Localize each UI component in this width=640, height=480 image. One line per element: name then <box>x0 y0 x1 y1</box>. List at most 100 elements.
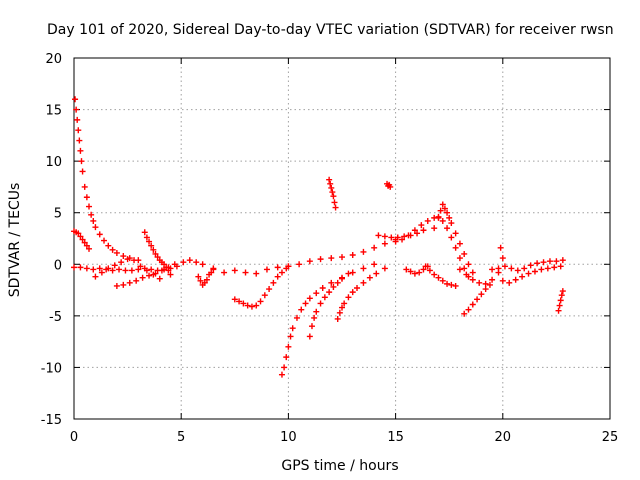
data-point <box>339 275 345 282</box>
data-point <box>465 306 472 313</box>
data-point <box>150 246 157 253</box>
data-point <box>474 296 481 303</box>
data-point <box>90 266 97 273</box>
data-point <box>285 263 292 270</box>
series-lower-17 <box>422 263 459 289</box>
data-point <box>469 276 476 283</box>
data-point <box>446 214 453 221</box>
data-point <box>461 265 468 272</box>
data-point <box>444 280 451 287</box>
data-point <box>388 234 395 241</box>
data-point <box>86 203 93 210</box>
data-point <box>77 147 84 154</box>
data-point <box>313 290 320 297</box>
data-point <box>92 273 99 280</box>
data-point <box>98 269 105 276</box>
data-point <box>109 246 116 253</box>
data-point <box>411 270 418 277</box>
data-point <box>439 201 446 208</box>
data-point <box>231 296 238 303</box>
data-point <box>437 207 444 214</box>
data-point <box>317 256 324 263</box>
data-point <box>278 371 285 378</box>
data-point <box>546 258 553 265</box>
data-point <box>420 227 427 234</box>
data-point <box>257 298 264 305</box>
data-point <box>452 230 459 237</box>
data-point <box>557 297 564 304</box>
data-point <box>558 292 565 299</box>
data-point <box>476 279 483 286</box>
data-point <box>486 281 493 288</box>
data-point <box>113 282 120 289</box>
data-points <box>71 96 566 378</box>
data-point <box>387 183 394 190</box>
y-tick-label: -15 <box>41 413 62 428</box>
series-deep-11 <box>306 270 352 340</box>
data-point <box>167 271 174 278</box>
data-point <box>544 265 551 272</box>
data-point <box>180 259 187 266</box>
data-point <box>330 283 337 290</box>
y-tick-label: -10 <box>41 361 62 376</box>
data-point <box>133 277 140 284</box>
data-point <box>478 291 485 298</box>
data-point <box>186 257 193 264</box>
series-tail-20 <box>489 257 566 274</box>
data-point <box>274 273 281 280</box>
data-point <box>360 265 367 272</box>
data-point <box>448 281 455 288</box>
data-point <box>559 257 566 264</box>
data-point <box>120 253 127 260</box>
data-point <box>146 272 153 279</box>
data-point <box>148 266 155 273</box>
data-point <box>266 286 273 293</box>
data-point <box>345 270 352 277</box>
data-point <box>253 302 260 309</box>
data-point <box>456 255 463 262</box>
data-point <box>375 232 382 239</box>
data-point <box>439 217 446 224</box>
data-point <box>394 234 401 241</box>
data-point <box>366 274 373 281</box>
data-point <box>161 261 168 268</box>
data-point <box>289 325 296 332</box>
data-point <box>456 266 463 273</box>
data-point <box>208 269 215 276</box>
data-point <box>143 234 150 241</box>
series-rise-18 <box>461 281 493 317</box>
data-point <box>341 300 348 307</box>
data-point <box>274 264 281 271</box>
data-point <box>354 285 361 292</box>
data-point <box>126 279 133 286</box>
data-point <box>278 269 285 276</box>
data-point <box>416 269 423 276</box>
y-tick-label: 10 <box>45 155 62 170</box>
data-point <box>439 277 446 284</box>
x-tick-label: 15 <box>387 430 404 445</box>
data-point <box>482 280 489 287</box>
data-point <box>76 137 83 144</box>
data-point <box>74 116 81 123</box>
y-tick-label: 15 <box>45 104 62 119</box>
data-point <box>131 257 138 264</box>
data-point <box>448 234 455 241</box>
data-point <box>381 233 388 240</box>
data-point <box>71 264 77 271</box>
data-point <box>534 260 541 267</box>
data-point <box>90 217 97 224</box>
data-point <box>555 307 562 314</box>
data-point <box>497 244 504 251</box>
data-point <box>328 255 335 262</box>
data-point <box>405 232 412 239</box>
data-point <box>482 286 489 293</box>
data-point <box>285 343 292 350</box>
data-point <box>321 294 328 301</box>
data-point <box>296 261 303 268</box>
data-point <box>531 268 538 275</box>
data-point <box>424 217 431 224</box>
x-tick-label: 25 <box>602 430 619 445</box>
data-point <box>431 271 438 278</box>
data-point <box>197 277 204 284</box>
data-point <box>101 237 108 244</box>
